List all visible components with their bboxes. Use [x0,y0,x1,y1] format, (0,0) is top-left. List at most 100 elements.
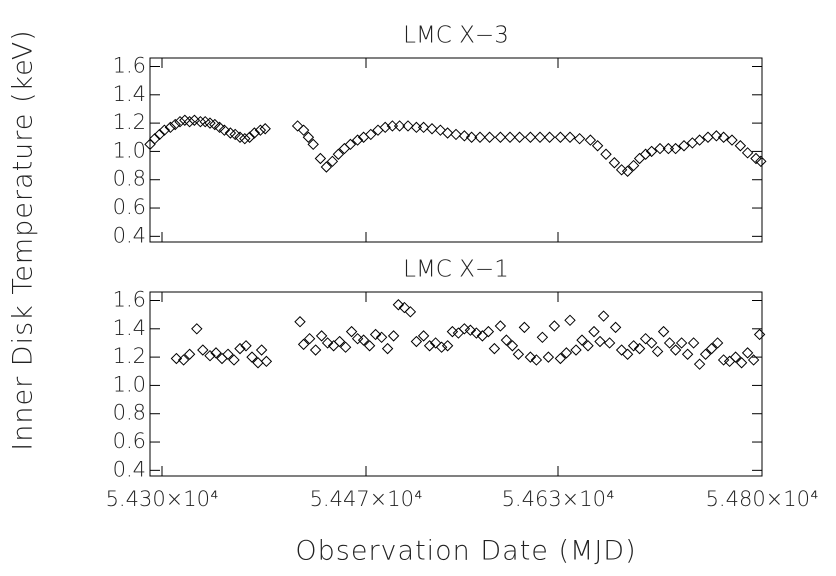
data-point [639,333,652,345]
data-point [755,155,767,168]
data-point [494,131,507,143]
data-point [326,155,339,168]
data-point [410,121,423,134]
data-point [183,115,196,128]
data-point [554,131,567,143]
data-point [149,132,161,145]
data-point [591,140,604,152]
data-point [482,325,495,338]
data-point [464,324,477,336]
data-point [191,323,203,335]
x-tick-label: 5.447×10⁴ [310,487,423,511]
data-point [500,334,513,346]
data-point [426,123,438,135]
data-point [450,128,462,141]
data-point [345,325,358,338]
data-point [663,337,676,349]
data-point [417,330,430,342]
data-point [633,152,646,165]
panel-title: LMC X−3 [403,23,509,49]
data-point [710,130,723,142]
data-point [177,354,190,366]
y-tick-label: 0.6 [113,195,146,219]
data-point [213,121,226,134]
data-point [560,347,573,359]
data-point [633,342,646,355]
data-point [693,358,706,370]
data-point [504,131,516,143]
data-point [398,301,411,314]
data-point [357,334,370,346]
data-point [248,127,261,139]
data-point [169,118,181,131]
data-point [387,330,400,342]
data-point [675,337,688,349]
data-point [554,352,567,365]
data-point [392,299,405,311]
data-point [615,344,628,356]
data-point [530,354,543,366]
data-point [321,337,334,349]
data-point [518,321,531,334]
data-point [183,348,196,360]
data-point [576,334,588,346]
y-tick-label: 0.4 [113,223,146,247]
data-point [458,130,471,142]
data-point [303,333,316,345]
data-point [365,128,377,141]
data-point [309,344,322,356]
data-point [332,148,345,160]
data-point [429,337,442,349]
y-tick-label: 1.6 [113,53,146,77]
data-point [254,124,267,136]
y-tick-label: 1.4 [113,82,146,106]
y-tick-label: 1.0 [113,138,146,162]
data-point [307,138,319,151]
data-point [669,344,682,356]
data-point [302,131,315,143]
y-tick-label: 1.4 [113,316,146,340]
data-point [446,325,459,338]
y-tick-label: 1.6 [113,287,146,311]
data-point [750,152,762,165]
data-point [534,131,546,143]
data-point [458,323,471,335]
data-point [291,120,304,132]
data-point [506,340,519,352]
data-point [158,124,171,136]
data-point [369,328,382,341]
data-point [681,348,694,360]
panel-title: LMC X−1 [403,257,509,283]
data-point [543,131,556,143]
data-point [393,120,406,132]
data-point [570,344,582,356]
data-point [404,306,417,318]
data-point [621,165,634,177]
y-axis-label: Inner Disk Temperature (keV) [8,29,39,450]
data-point [512,348,525,360]
data-point [711,337,724,349]
data-point [729,351,742,363]
data-point [627,159,640,172]
data-point [239,132,251,145]
data-point [240,340,252,352]
data-point [609,321,622,334]
data-point [434,124,447,136]
y-tick-label: 0.8 [113,167,146,191]
data-point [564,314,576,327]
data-point [678,140,690,152]
data-point [584,134,597,146]
data-point [188,114,201,126]
data-point [344,138,357,151]
data-point [174,115,186,128]
data-point [693,134,706,146]
data-point [513,131,526,143]
data-point [209,118,221,131]
data-point [542,351,555,363]
data-point [654,142,666,155]
data-point [594,335,606,348]
y-tick-label: 0.4 [113,457,146,481]
data-point [717,354,730,366]
data-point [375,331,388,343]
